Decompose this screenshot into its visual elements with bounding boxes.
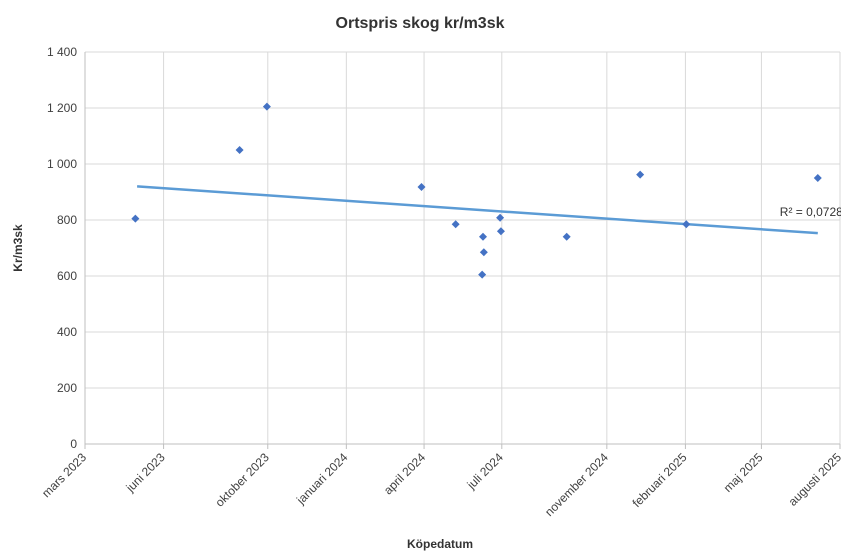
- data-point: [682, 220, 691, 229]
- data-point: [478, 270, 487, 279]
- axes: [84, 52, 841, 449]
- data-point: [451, 220, 460, 229]
- y-tick-label: 600: [57, 269, 77, 283]
- y-axis-ticks: 0 200 400 600 800 1 000 1 200 1 400: [47, 45, 77, 451]
- y-axis-title: Kr/m3sk: [11, 224, 25, 272]
- y-tick-label: 0: [70, 437, 77, 451]
- trendline-group: [137, 185, 818, 235]
- chart-title: Ortspris skog kr/m3sk: [336, 15, 505, 32]
- data-point: [636, 170, 645, 179]
- y-tick-label: 1 200: [47, 101, 77, 115]
- data-point: [813, 174, 822, 182]
- x-axis-title: Köpedatum: [407, 537, 473, 551]
- data-point: [479, 248, 488, 257]
- y-tick-label: 200: [57, 381, 77, 395]
- data-point: [496, 213, 505, 222]
- data-points: [131, 102, 822, 279]
- data-point: [262, 102, 271, 111]
- gridlines: [84, 51, 841, 444]
- y-tick-label: 800: [57, 213, 77, 227]
- trendline: [137, 185, 818, 235]
- data-point: [235, 146, 244, 154]
- data-point: [131, 214, 140, 223]
- data-point: [417, 182, 426, 191]
- y-tick-label: 1 400: [47, 45, 77, 59]
- y-tick-label: 400: [57, 325, 77, 339]
- r-squared-label: R² = 0,0728: [780, 205, 841, 219]
- data-point: [478, 232, 487, 241]
- data-point: [562, 232, 571, 241]
- data-point: [496, 227, 505, 236]
- y-tick-label: 1 000: [47, 157, 77, 171]
